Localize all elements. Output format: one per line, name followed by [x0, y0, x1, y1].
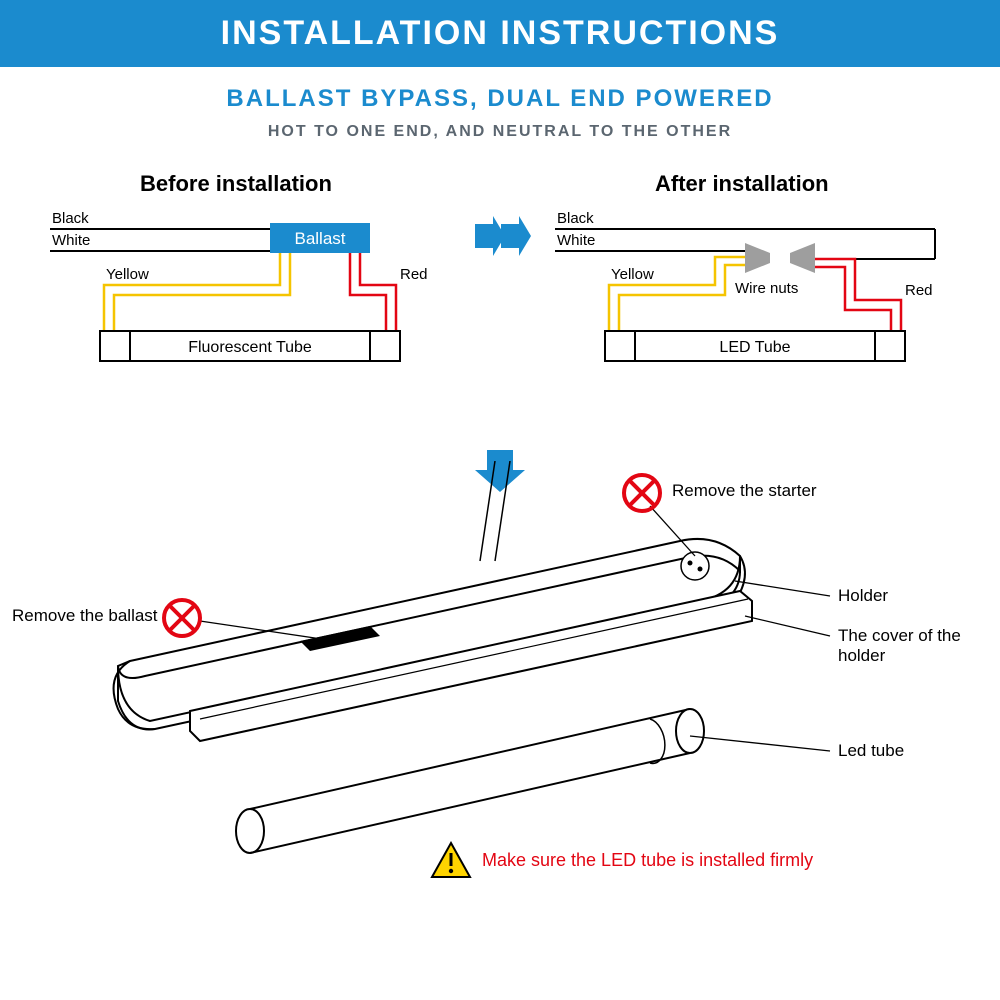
subtitle-gray-text: HOT TO ONE END, AND NEUTRAL TO THE OTHER [268, 123, 732, 140]
label-black-after: Black [557, 210, 594, 227]
header-bar: INSTALLATION INSTRUCTIONS [0, 0, 1000, 67]
label-wire-nuts: Wire nuts [735, 280, 798, 297]
no-circle-ballast-icon [160, 596, 204, 645]
label-yellow-after: Yellow [611, 266, 654, 283]
arrow-right-icon [475, 216, 535, 261]
warning-text: Make sure the LED tube is installed firm… [482, 850, 813, 871]
label-fluorescent-tube: Fluorescent Tube [188, 339, 312, 356]
label-led-tube: LED Tube [719, 339, 790, 356]
label-white: White [52, 232, 90, 249]
label-ballast: Ballast [294, 229, 345, 248]
after-wiring-svg: Black White Wire nuts Yellow Red LED [555, 205, 955, 375]
wiring-diagrams-row: Before installation Black White Ballast … [0, 171, 1000, 401]
subtitle-hot-neutral: HOT TO ONE END, AND NEUTRAL TO THE OTHER [0, 123, 1000, 141]
header-title: INSTALLATION INSTRUCTIONS [221, 14, 780, 52]
warning-row: Make sure the LED tube is installed firm… [430, 841, 813, 879]
after-wiring: After installation Black White Wire nuts… [555, 171, 955, 375]
label-red-after: Red [905, 282, 933, 299]
label-red: Red [400, 266, 428, 283]
label-holder: Holder [838, 586, 888, 606]
label-led-tube-fixture: Led tube [838, 741, 904, 761]
fixture-diagram: Remove the ballast Remove the starter Ho… [0, 461, 1000, 881]
before-wiring: Before installation Black White Ballast … [50, 171, 450, 375]
warning-triangle-icon [430, 841, 472, 879]
after-title: After installation [655, 171, 955, 197]
label-black: Black [52, 210, 89, 227]
before-title: Before installation [140, 171, 450, 197]
before-wiring-svg: Black White Ballast Yellow Red Fluoresce… [50, 205, 450, 375]
label-remove-ballast: Remove the ballast [12, 606, 158, 626]
fixture-svg [0, 461, 1000, 881]
label-yellow: Yellow [106, 266, 149, 283]
label-remove-starter: Remove the starter [672, 481, 817, 501]
label-white-after: White [557, 232, 595, 249]
subtitle-ballast: BALLAST BYPASS, DUAL END POWERED [0, 85, 1000, 113]
no-circle-starter-icon [620, 471, 664, 520]
label-cover: The cover of the holder [838, 626, 1000, 666]
subtitle-blue-text: BALLAST BYPASS, DUAL END POWERED [226, 85, 773, 112]
